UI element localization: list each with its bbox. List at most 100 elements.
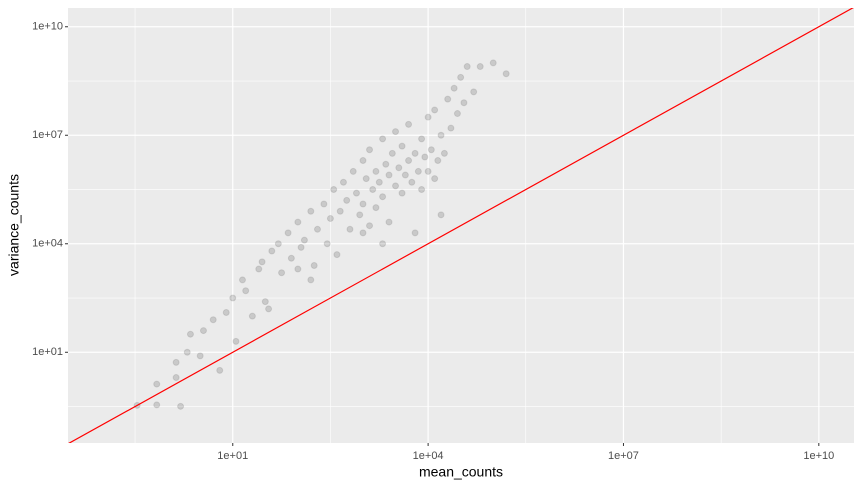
point [379,240,387,248]
point [209,316,217,324]
point [199,327,207,335]
grid [68,8,854,443]
point [470,88,478,96]
x-tick-label: 1e+01 [217,450,248,462]
point [326,214,334,222]
point [177,402,185,410]
point [242,287,250,295]
point [424,113,432,121]
point [457,73,465,81]
point [385,171,393,179]
point [352,189,360,197]
axes: 1e+01 1e+04 1e+07 1e+10 1e+01 1e+04 1e+07 1e+10 [32,21,834,462]
y-tick-label: 1e+07 [32,129,63,141]
point [323,240,331,248]
point [418,186,426,194]
point [339,178,347,186]
x-tick-label: 1e+07 [608,450,639,462]
point [229,294,237,302]
point [307,207,315,215]
point [453,110,461,118]
point [440,149,448,157]
point [414,167,422,175]
point [421,153,429,161]
point [366,146,374,154]
point [382,160,390,168]
point [255,265,263,273]
marks [68,8,854,443]
point [333,251,341,259]
point [408,178,416,186]
point [362,175,370,183]
point [427,146,435,154]
x-tick-label: 1e+10 [803,450,834,462]
point [153,401,161,409]
reference-line [68,8,854,443]
point [153,380,161,388]
point [401,171,409,179]
y-tick-label: 1e+04 [32,238,63,250]
point [372,167,380,175]
point [359,157,367,165]
point [336,207,344,215]
point [172,358,180,366]
point [437,131,445,139]
point [385,218,393,226]
point [369,186,377,194]
point [268,247,276,255]
point [405,157,413,165]
point [346,225,354,233]
point [411,229,419,237]
point [238,276,246,284]
point [313,225,321,233]
y-axis-label: variance_counts [6,174,22,276]
y-tick-label: 1e+10 [32,21,63,33]
point [222,308,230,316]
point [359,200,367,208]
point [183,348,191,356]
point [460,99,468,107]
x-tick-label: 1e+04 [413,450,444,462]
point [196,352,204,360]
point [232,337,240,345]
point [395,164,403,172]
y-tick-label: 1e+01 [32,346,63,358]
point [405,120,413,128]
point [356,211,364,219]
point [392,128,400,136]
point [372,204,380,212]
point [424,167,432,175]
point [265,305,273,313]
point [502,70,510,78]
point [320,200,328,208]
point [216,366,224,374]
point [294,265,302,273]
point [447,124,455,132]
point [379,135,387,143]
point [297,243,305,251]
point [379,193,387,201]
point [359,229,367,237]
point [287,254,295,262]
point [463,63,471,71]
point [398,142,406,150]
point [431,106,439,114]
point [307,276,315,284]
point [300,236,308,244]
point [248,312,256,320]
point [450,84,458,92]
point [366,222,374,230]
point [392,182,400,190]
point [476,63,484,71]
point [258,258,266,266]
point [398,189,406,197]
point [274,240,282,248]
point [310,261,318,269]
point [375,178,383,186]
point [261,298,269,306]
point [388,149,396,157]
point [444,95,452,103]
point [434,157,442,165]
point [330,186,338,194]
